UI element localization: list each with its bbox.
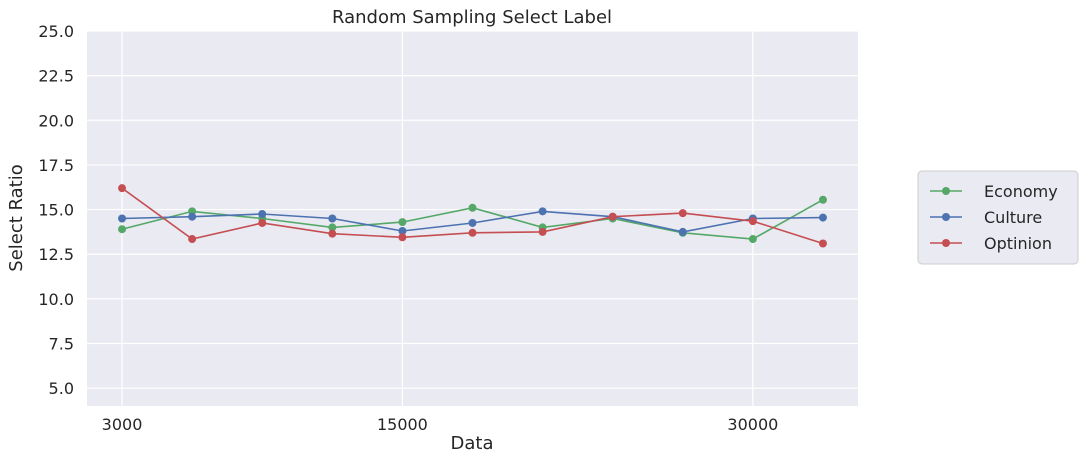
y-tick-label: 5.0 — [49, 379, 74, 398]
legend-label: Optinion — [984, 234, 1052, 253]
x-tick-label: 3000 — [102, 415, 143, 434]
data-point — [818, 239, 827, 248]
data-point — [748, 217, 757, 226]
data-point — [678, 227, 687, 236]
y-tick-label: 10.0 — [38, 290, 74, 309]
legend: Economy Culture Optinion — [917, 170, 1079, 265]
y-tick-label: 25.0 — [38, 22, 74, 41]
data-point — [468, 218, 477, 227]
legend-box — [917, 170, 1079, 265]
x-tick-label: 15000 — [377, 415, 428, 434]
data-point — [398, 233, 407, 242]
y-axis-title: Select Ratio — [6, 164, 27, 271]
data-point — [188, 212, 197, 221]
y-tick-labels: 5.0 7.5 10.0 12.5 15.0 17.5 20.0 22.5 25.0 — [38, 22, 74, 398]
plot-area — [87, 31, 858, 406]
y-tick-label: 22.5 — [38, 67, 74, 86]
data-point — [538, 227, 547, 236]
data-point — [398, 218, 407, 227]
y-tick-label: 20.0 — [38, 111, 74, 130]
data-point — [258, 210, 267, 219]
series-group — [118, 184, 827, 248]
legend-marker — [942, 187, 950, 195]
data-point — [468, 228, 477, 237]
data-point — [328, 214, 337, 223]
legend-marker — [942, 239, 950, 247]
data-point — [188, 235, 197, 244]
legend-label: Economy — [984, 182, 1058, 201]
data-point — [118, 214, 127, 223]
y-tick-label: 17.5 — [38, 156, 74, 175]
data-point — [608, 212, 617, 221]
data-point — [118, 184, 127, 193]
x-tick-label: 30000 — [727, 415, 778, 434]
data-point — [398, 227, 407, 235]
data-point — [748, 235, 757, 244]
y-tick-label: 12.5 — [38, 245, 74, 264]
y-tick-label: 15.0 — [38, 201, 74, 220]
legend-label: Culture — [984, 208, 1042, 227]
data-point — [328, 223, 337, 232]
data-point — [328, 229, 337, 238]
legend-marker — [942, 213, 950, 221]
y-tick-label: 7.5 — [49, 335, 74, 354]
chart-title: Random Sampling Select Label — [332, 7, 612, 28]
data-point — [118, 225, 127, 234]
x-axis-title: Data — [451, 433, 494, 454]
data-point — [818, 195, 827, 204]
x-tick-labels: 3000 15000 30000 — [102, 415, 779, 434]
data-point — [818, 213, 827, 222]
data-point — [538, 207, 547, 216]
data-point — [468, 203, 477, 212]
data-point — [678, 209, 687, 218]
data-point — [258, 218, 267, 227]
